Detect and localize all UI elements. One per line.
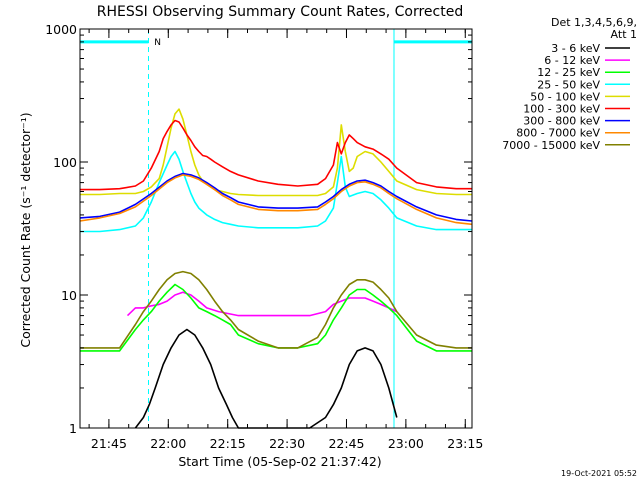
series-layer bbox=[79, 108, 473, 429]
y-axis-label: Corrected Count Rate (s⁻¹ detector⁻¹) bbox=[18, 112, 33, 347]
series-line-2 bbox=[80, 283, 472, 352]
x-tick-label: 22:00 bbox=[150, 436, 186, 451]
series-line-3 bbox=[80, 150, 472, 233]
x-tick-label: 22:15 bbox=[210, 436, 246, 451]
x-tick-label: 21:45 bbox=[91, 436, 127, 451]
legend-label: 25 - 50 keV bbox=[537, 78, 600, 91]
chart-title: RHESSI Observing Summary Count Rates, Co… bbox=[97, 4, 463, 20]
series-line-1 bbox=[126, 291, 398, 317]
y-axis: 1 10 100 1000 bbox=[45, 22, 472, 436]
legend-header-line-2: Att 1 bbox=[611, 28, 637, 41]
series-line-0 bbox=[134, 328, 398, 429]
series-line-8 bbox=[80, 270, 472, 349]
x-axis: 21:45 22:00 22:15 22:30 22:45 23:00 23:15 bbox=[88, 29, 483, 451]
legend-header-line-1: Det 1,3,4,5,6,9, bbox=[551, 16, 637, 29]
legend-label: 3 - 6 keV bbox=[551, 42, 600, 55]
x-tick-label: 22:30 bbox=[269, 436, 305, 451]
x-tick-label: 22:45 bbox=[328, 436, 364, 451]
x-axis-label: Start Time (05-Sep-02 21:37:42) bbox=[178, 454, 381, 469]
night-annotation: N bbox=[154, 38, 161, 48]
x-tick-label: 23:15 bbox=[447, 436, 483, 451]
y-tick-label: 100 bbox=[53, 155, 77, 170]
x-tick-label: 23:00 bbox=[388, 436, 424, 451]
series-line-6 bbox=[79, 172, 473, 222]
y-tick-label: 1 bbox=[69, 421, 77, 436]
y-tick-label: 1000 bbox=[45, 22, 77, 37]
series-line-4 bbox=[80, 108, 472, 197]
plot-frame bbox=[79, 28, 473, 429]
legend-label: 300 - 800 keV bbox=[523, 115, 600, 128]
legend-label: 50 - 100 keV bbox=[530, 90, 600, 103]
series-line-5 bbox=[80, 119, 472, 191]
legend-label: 100 - 300 keV bbox=[523, 103, 600, 116]
y-tick-label: 10 bbox=[61, 288, 77, 303]
legend-label: 800 - 7000 keV bbox=[516, 127, 600, 140]
legend-label: 7000 - 15000 keV bbox=[502, 139, 600, 152]
generated-timestamp: 19-Oct-2021 05:52 bbox=[561, 469, 637, 478]
legend-label: 6 - 12 keV bbox=[544, 54, 600, 67]
series-line-7 bbox=[79, 174, 473, 226]
legend-label: 12 - 25 keV bbox=[537, 66, 600, 79]
